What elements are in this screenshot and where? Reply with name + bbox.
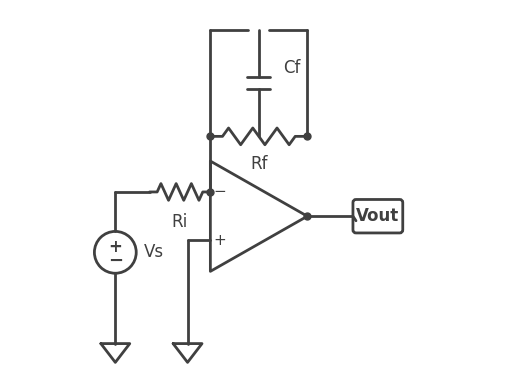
Text: Cf: Cf xyxy=(284,59,301,77)
Text: Vs: Vs xyxy=(144,243,164,261)
Text: Rf: Rf xyxy=(250,155,268,173)
Text: Ri: Ri xyxy=(172,213,188,231)
Text: −: − xyxy=(108,252,123,270)
Text: −: − xyxy=(213,185,226,200)
Text: +: + xyxy=(213,233,226,248)
Text: +: + xyxy=(108,237,122,255)
Text: Vout: Vout xyxy=(356,207,399,225)
FancyBboxPatch shape xyxy=(353,200,402,233)
